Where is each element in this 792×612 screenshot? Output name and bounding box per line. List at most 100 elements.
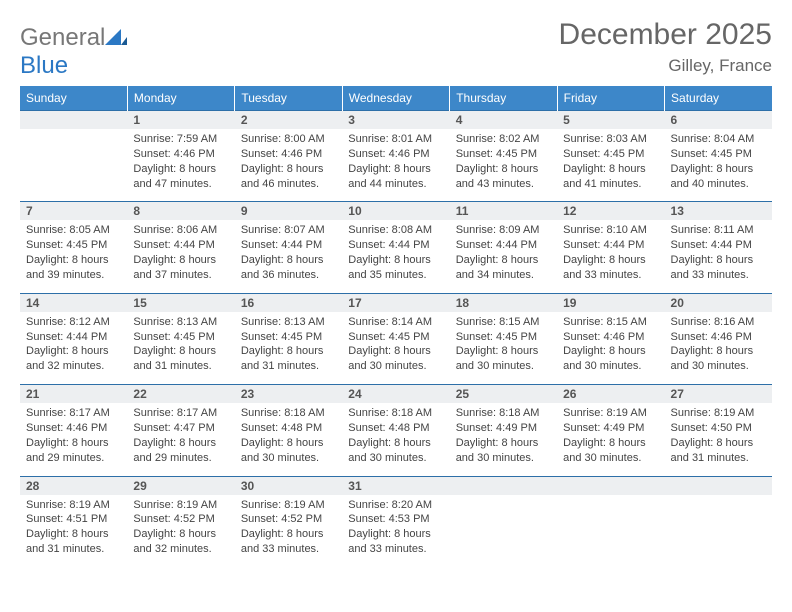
- sunset-line: Sunset: 4:46 PM: [671, 330, 766, 345]
- day-content-cell: Sunrise: 7:59 AMSunset: 4:46 PMDaylight:…: [127, 129, 234, 202]
- logo-part2: Blue: [20, 52, 68, 79]
- day-number-cell: 13: [665, 202, 772, 221]
- sunrise-line: Sunrise: 8:13 AM: [133, 315, 228, 330]
- day-number-cell: 27: [665, 385, 772, 404]
- sunrise-line: Sunrise: 8:20 AM: [348, 498, 443, 513]
- day-content-cell: [20, 129, 127, 202]
- day-header: Saturday: [665, 86, 772, 111]
- daylight-line: Daylight: 8 hours and 29 minutes.: [26, 436, 121, 466]
- day-number-cell: 6: [665, 111, 772, 130]
- sunset-line: Sunset: 4:46 PM: [563, 330, 658, 345]
- day-number-cell: 19: [557, 293, 664, 312]
- sunset-line: Sunset: 4:49 PM: [563, 421, 658, 436]
- sunrise-line: Sunrise: 8:18 AM: [348, 406, 443, 421]
- day-content-cell: Sunrise: 8:07 AMSunset: 4:44 PMDaylight:…: [235, 220, 342, 293]
- sunset-line: Sunset: 4:49 PM: [456, 421, 551, 436]
- sunset-line: Sunset: 4:45 PM: [241, 330, 336, 345]
- sunrise-line: Sunrise: 8:19 AM: [241, 498, 336, 513]
- daylight-line: Daylight: 8 hours and 31 minutes.: [26, 527, 121, 557]
- daylight-line: Daylight: 8 hours and 30 minutes.: [348, 436, 443, 466]
- sunrise-line: Sunrise: 8:10 AM: [563, 223, 658, 238]
- daylight-line: Daylight: 8 hours and 47 minutes.: [133, 162, 228, 192]
- page-title: December 2025: [559, 18, 772, 52]
- day-number-cell: 30: [235, 476, 342, 495]
- sunrise-line: Sunrise: 7:59 AM: [133, 132, 228, 147]
- day-number-cell: 16: [235, 293, 342, 312]
- daynum-row: 78910111213: [20, 202, 772, 221]
- sunrise-line: Sunrise: 8:08 AM: [348, 223, 443, 238]
- daylight-line: Daylight: 8 hours and 33 minutes.: [563, 253, 658, 283]
- day-content-cell: Sunrise: 8:15 AMSunset: 4:46 PMDaylight:…: [557, 312, 664, 385]
- content-row: Sunrise: 8:12 AMSunset: 4:44 PMDaylight:…: [20, 312, 772, 385]
- day-number-cell: 25: [450, 385, 557, 404]
- daylight-line: Daylight: 8 hours and 31 minutes.: [671, 436, 766, 466]
- day-number-cell: 31: [342, 476, 449, 495]
- daylight-line: Daylight: 8 hours and 41 minutes.: [563, 162, 658, 192]
- day-number-cell: 20: [665, 293, 772, 312]
- day-content-cell: Sunrise: 8:13 AMSunset: 4:45 PMDaylight:…: [127, 312, 234, 385]
- day-number-cell: 24: [342, 385, 449, 404]
- daynum-row: 28293031: [20, 476, 772, 495]
- daylight-line: Daylight: 8 hours and 36 minutes.: [241, 253, 336, 283]
- day-number-cell: 14: [20, 293, 127, 312]
- sunset-line: Sunset: 4:47 PM: [133, 421, 228, 436]
- sunrise-line: Sunrise: 8:11 AM: [671, 223, 766, 238]
- sunrise-line: Sunrise: 8:09 AM: [456, 223, 551, 238]
- sunset-line: Sunset: 4:48 PM: [348, 421, 443, 436]
- day-number-cell: 9: [235, 202, 342, 221]
- daynum-row: 21222324252627: [20, 385, 772, 404]
- day-number-cell: 21: [20, 385, 127, 404]
- daylight-line: Daylight: 8 hours and 32 minutes.: [133, 527, 228, 557]
- sunrise-line: Sunrise: 8:15 AM: [563, 315, 658, 330]
- day-content-cell: [450, 495, 557, 567]
- day-number-cell: 26: [557, 385, 664, 404]
- sunset-line: Sunset: 4:44 PM: [241, 238, 336, 253]
- daylight-line: Daylight: 8 hours and 35 minutes.: [348, 253, 443, 283]
- title-block: December 2025 Gilley, France: [559, 18, 772, 76]
- day-content-cell: Sunrise: 8:04 AMSunset: 4:45 PMDaylight:…: [665, 129, 772, 202]
- daylight-line: Daylight: 8 hours and 30 minutes.: [241, 436, 336, 466]
- day-content-cell: Sunrise: 8:08 AMSunset: 4:44 PMDaylight:…: [342, 220, 449, 293]
- sunrise-line: Sunrise: 8:19 AM: [133, 498, 228, 513]
- calendar-body: 123456Sunrise: 7:59 AMSunset: 4:46 PMDay…: [20, 111, 772, 567]
- sunset-line: Sunset: 4:45 PM: [456, 330, 551, 345]
- day-number-cell: 22: [127, 385, 234, 404]
- daynum-row: 14151617181920: [20, 293, 772, 312]
- sunset-line: Sunset: 4:45 PM: [563, 147, 658, 162]
- daylight-line: Daylight: 8 hours and 44 minutes.: [348, 162, 443, 192]
- day-number-cell: 8: [127, 202, 234, 221]
- day-number-cell: 15: [127, 293, 234, 312]
- sunset-line: Sunset: 4:53 PM: [348, 512, 443, 527]
- daylight-line: Daylight: 8 hours and 34 minutes.: [456, 253, 551, 283]
- day-content-cell: Sunrise: 8:18 AMSunset: 4:48 PMDaylight:…: [235, 403, 342, 476]
- day-content-cell: Sunrise: 8:13 AMSunset: 4:45 PMDaylight:…: [235, 312, 342, 385]
- sunrise-line: Sunrise: 8:16 AM: [671, 315, 766, 330]
- sunrise-line: Sunrise: 8:19 AM: [563, 406, 658, 421]
- day-content-cell: Sunrise: 8:19 AMSunset: 4:52 PMDaylight:…: [127, 495, 234, 567]
- sunset-line: Sunset: 4:45 PM: [456, 147, 551, 162]
- day-content-cell: Sunrise: 8:02 AMSunset: 4:45 PMDaylight:…: [450, 129, 557, 202]
- sunrise-line: Sunrise: 8:14 AM: [348, 315, 443, 330]
- daylight-line: Daylight: 8 hours and 46 minutes.: [241, 162, 336, 192]
- sunset-line: Sunset: 4:44 PM: [456, 238, 551, 253]
- day-content-cell: Sunrise: 8:05 AMSunset: 4:45 PMDaylight:…: [20, 220, 127, 293]
- content-row: Sunrise: 7:59 AMSunset: 4:46 PMDaylight:…: [20, 129, 772, 202]
- day-content-cell: Sunrise: 8:15 AMSunset: 4:45 PMDaylight:…: [450, 312, 557, 385]
- daylight-line: Daylight: 8 hours and 30 minutes.: [456, 344, 551, 374]
- sunset-line: Sunset: 4:44 PM: [671, 238, 766, 253]
- sunrise-line: Sunrise: 8:18 AM: [456, 406, 551, 421]
- sunrise-line: Sunrise: 8:02 AM: [456, 132, 551, 147]
- day-content-cell: Sunrise: 8:10 AMSunset: 4:44 PMDaylight:…: [557, 220, 664, 293]
- sunset-line: Sunset: 4:52 PM: [241, 512, 336, 527]
- day-number-cell: [20, 111, 127, 130]
- daylight-line: Daylight: 8 hours and 30 minutes.: [671, 344, 766, 374]
- sunrise-line: Sunrise: 8:19 AM: [671, 406, 766, 421]
- day-number-cell: [665, 476, 772, 495]
- sunset-line: Sunset: 4:46 PM: [348, 147, 443, 162]
- day-header: Wednesday: [342, 86, 449, 111]
- sunrise-line: Sunrise: 8:00 AM: [241, 132, 336, 147]
- daylight-line: Daylight: 8 hours and 30 minutes.: [348, 344, 443, 374]
- sunset-line: Sunset: 4:45 PM: [671, 147, 766, 162]
- day-number-cell: 3: [342, 111, 449, 130]
- day-content-cell: Sunrise: 8:01 AMSunset: 4:46 PMDaylight:…: [342, 129, 449, 202]
